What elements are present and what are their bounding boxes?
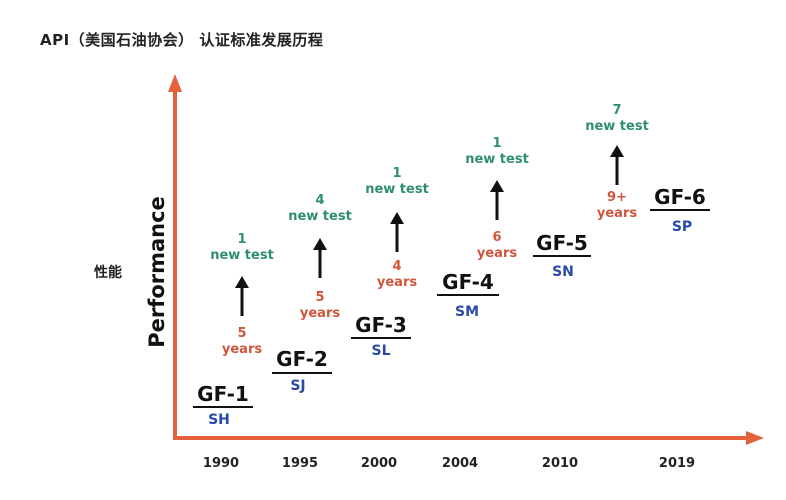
years-text: years: [299, 306, 341, 321]
step-underline: [193, 406, 253, 408]
grade-gf-label: GF-3: [355, 313, 407, 337]
grade-sn-label: SH: [208, 412, 230, 428]
y-axis-arrowhead: [168, 74, 182, 92]
page-title: API（美国石油协会） 认证标准发展历程: [40, 31, 324, 49]
years-annotation: 6 years: [477, 230, 517, 262]
new-test-count: 1: [492, 136, 502, 151]
x-axis-arrowhead: [746, 431, 764, 445]
year-label: 1990: [202, 456, 240, 471]
new-test-annotation: 1 new test: [365, 166, 429, 198]
step-underline: [533, 255, 591, 257]
grade-gf-label: GF-6: [654, 185, 706, 209]
grade-sn-label: SP: [671, 219, 693, 235]
years-annotation: 4 years: [377, 259, 417, 291]
new-test-text: new test: [210, 248, 274, 263]
new-test-annotation: 1 new test: [210, 232, 274, 264]
years-count: 6: [492, 230, 502, 245]
year-label: 1995: [281, 456, 319, 471]
new-test-annotation: 1 new test: [465, 136, 529, 168]
up-arrow-icon: [390, 212, 404, 252]
step-underline: [650, 209, 710, 211]
years-annotation: 5 years: [222, 326, 262, 358]
step-underline: [437, 294, 499, 296]
years-text: years: [596, 206, 638, 221]
year-label: 2000: [360, 456, 398, 471]
years-count: 4: [392, 259, 402, 274]
new-test-count: 7: [612, 103, 622, 118]
years-count: 5: [237, 326, 247, 341]
years-text: years: [476, 246, 518, 261]
up-arrow-icon: [490, 180, 504, 220]
years-text: years: [221, 342, 263, 357]
years-text: years: [376, 275, 418, 290]
years-annotation: 5 years: [300, 290, 340, 322]
grade-sn-label: SN: [552, 264, 574, 280]
up-arrow-icon: [610, 145, 624, 185]
year-label: 2004: [441, 456, 479, 471]
grade-gf-label: GF-5: [536, 231, 588, 255]
year-label: 2010: [541, 456, 579, 471]
grade-sn-label: SJ: [290, 378, 306, 394]
new-test-text: new test: [585, 119, 649, 134]
step-underline: [351, 337, 411, 339]
new-test-count: 1: [237, 232, 247, 247]
years-annotation: 9+ years: [597, 190, 637, 222]
grade-gf-label: GF-1: [197, 382, 249, 406]
new-test-count: 4: [315, 193, 325, 208]
y-axis-label-en: Performance: [145, 196, 169, 348]
new-test-text: new test: [365, 182, 429, 197]
years-count: 9+: [607, 190, 627, 205]
step-underline: [272, 372, 332, 374]
new-test-annotation: 7 new test: [585, 103, 649, 135]
grade-gf-label: GF-2: [276, 347, 328, 371]
grade-sn-label: SM: [454, 304, 480, 320]
up-arrow-icon: [235, 276, 249, 316]
up-arrow-icon: [313, 238, 327, 278]
y-axis-label-cn: 性能: [94, 265, 122, 281]
grade-sn-label: SL: [371, 343, 391, 359]
grade-gf-label: GF-4: [442, 270, 494, 294]
year-label: 2019: [658, 456, 696, 471]
new-test-text: new test: [465, 152, 529, 167]
years-count: 5: [315, 290, 325, 305]
new-test-text: new test: [288, 209, 352, 224]
new-test-annotation: 4 new test: [288, 193, 352, 225]
new-test-count: 1: [392, 166, 402, 181]
